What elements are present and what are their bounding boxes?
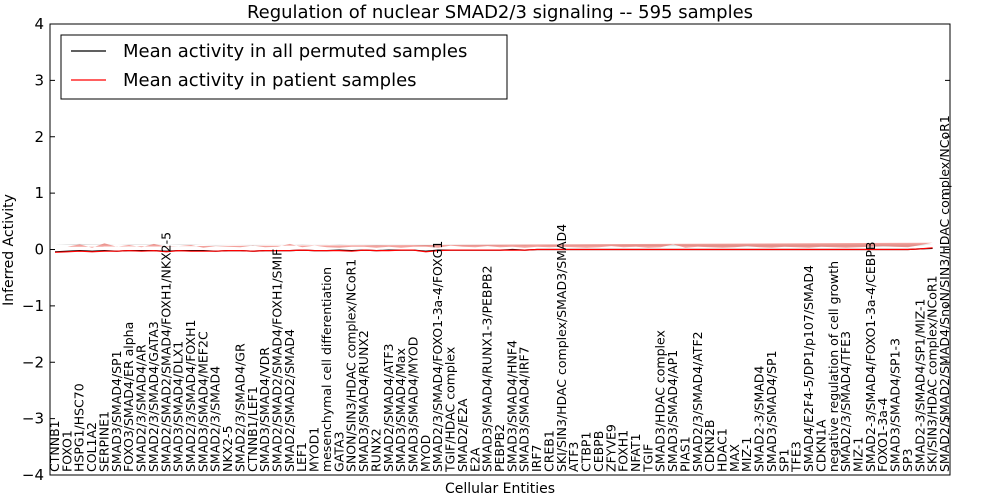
x-tick-label: MYOD1: [307, 427, 322, 472]
x-tick-label: SP1: [776, 449, 791, 472]
x-tick-label: SKI/SIN3/HDAC complex/NCoR1: [925, 275, 940, 472]
x-tick-label: SMAD3/SMAD4/RUNX1-3/PEBPB2: [480, 265, 495, 472]
series-line-patient: [54, 247, 933, 253]
x-tick-label: SMAD2/3/SMAD4/TFE3: [838, 331, 853, 472]
x-tick-label: mesenchymal cell differentiation: [319, 267, 334, 472]
x-tick-label: RUNX2: [368, 428, 383, 472]
band-patient: [55, 242, 933, 248]
x-tick-label: SMAD2/SMAD2/SMAD4/SnoN/SIN3/HDAC complex…: [937, 115, 952, 472]
y-axis-label: Inferred Activity: [1, 194, 17, 306]
x-tick-label: ATF3: [566, 442, 581, 472]
x-tick-label: FOXO1: [59, 430, 74, 472]
legend-box: [60, 34, 508, 100]
x-tick-label: LEF1: [294, 442, 309, 472]
x-tick-label: negative regulation of cell growth: [826, 261, 841, 472]
x-tick-label: SMAD2/SMAD2/SMAD4/FOXH1/SMIF: [270, 249, 285, 472]
legend-label-patient: Mean activity in patient samples: [123, 70, 417, 91]
x-tick-label: CDKN1A: [813, 419, 828, 472]
x-tick-label: CTNNB1: [47, 420, 62, 472]
x-tick-label: SP3: [900, 449, 915, 472]
x-tick-label: SMAD3/SMAD4/SP1-3: [888, 338, 903, 472]
y-axis: −4 −3 −2 −1 0 1 2 3 4: [22, 15, 950, 484]
x-tick-label: CREB1: [541, 430, 556, 472]
legend-label-permuted: Mean activity in all permuted samples: [123, 41, 467, 62]
x-axis-categories: CTNNB1FOXO1HSPG1/HSC70COL1A2SERPINE1SMAD…: [47, 115, 952, 473]
x-tick-label: HDAC1: [715, 428, 730, 472]
x-tick-label: TGIF/HDAC complex: [443, 347, 458, 473]
x-tick-label: CTBP1: [579, 432, 594, 472]
x-tick-label: PIAS1: [677, 436, 692, 472]
x-tick-label: E2A: [467, 447, 482, 472]
x-tick-label: MIZ-1: [739, 437, 754, 472]
y-tick-label: 0: [34, 241, 44, 259]
x-tick-label: SERPINE1: [96, 411, 111, 472]
legend: Mean activity in all permuted samples Me…: [60, 34, 508, 100]
x-tick-label: FOXO1-3a-4: [875, 398, 890, 472]
x-tick-label: TGIF: [640, 444, 655, 473]
x-tick-label: IRF7: [529, 444, 544, 472]
x-tick-label: SMAD2/3/SMAD4/ATF2: [690, 331, 705, 472]
y-tick-label: −1: [22, 297, 44, 315]
x-tick-label: SMAD2/3/SMAD4/FOXO1-3a-4/FOXG1: [430, 241, 445, 472]
x-tick-label: SMAD4/E2F4-5/DP1/p107/SMAD4: [801, 265, 816, 472]
x-tick-label: SMAD2/3/SMAD4/GR: [232, 343, 247, 472]
x-tick-label: SMAD3/SMAD4/MEF2C: [195, 331, 210, 472]
x-tick-label: SMAD3/SMAD4/DLX1: [171, 341, 186, 472]
x-tick-label: SKI/SIN3/HDAC complex/SMAD3/SMAD4: [554, 224, 569, 472]
x-tick-label: PEBPB2: [492, 424, 507, 472]
chart-title: Regulation of nuclear SMAD2/3 signaling …: [247, 2, 753, 23]
x-tick-label: SMAD2/3/SMAD4: [208, 366, 223, 472]
plot-frame: [49, 23, 951, 476]
x-tick-label: SMAD3/SMAD4/AP1: [665, 350, 680, 472]
x-tick-label: SMAD3/SMAD4/IRF7: [517, 346, 532, 472]
x-axis-label: Cellular Entities: [445, 481, 555, 497]
x-tick-label: SMAD2/SMAD2/SMAD4/FOXH1/NKX2-5: [158, 232, 173, 472]
x-tick-label: MYOD: [418, 435, 433, 472]
x-tick-label: COL1A2: [84, 422, 99, 472]
x-tick-label: SMAD2/3/SMAD4/FOXH1: [183, 320, 198, 472]
x-tick-label: SNON/SIN3/HDAC complex/NCoR1: [344, 259, 359, 472]
x-tick-label: CDKN2B: [702, 420, 717, 472]
x-tick-label: SMAD3/SMAD4/VDR: [257, 347, 272, 472]
x-tick-label: SMAD3/SMAD4/SP1: [764, 350, 779, 472]
x-tick-label: MAX: [727, 444, 742, 472]
variance-bands: [55, 242, 933, 248]
x-tick-label: SMAD2-3/SMAD4/SP1/MIZ-1: [912, 298, 927, 472]
x-tick-label: HSPG1/HSC70: [72, 383, 87, 472]
x-tick-label: SMAD2-3/SMAD4: [752, 366, 767, 472]
x-tick-label: SMAD3/SMAD4/RUNX2: [356, 330, 371, 472]
x-tick-label: ZFYVE9: [603, 424, 618, 472]
y-tick-label: 1: [34, 184, 44, 202]
x-tick-label: SMAD3/SMAD4/SP1: [109, 350, 124, 472]
series-lines: [54, 247, 933, 253]
x-tick-label: SMAD2/E2A: [455, 398, 470, 472]
x-tick-label: FOXO3/SMAD4/ER alpha: [121, 322, 136, 472]
x-tick-label: SMAD3/SMAD4/MYOD: [405, 337, 420, 472]
x-tick-label: SMAD2/SMAD2/SMAD4: [282, 329, 297, 472]
y-tick-label: 2: [34, 128, 44, 146]
x-tick-label: NKX2-5: [220, 425, 235, 472]
y-tick-label: 4: [34, 15, 44, 33]
x-tick-label: SMAD2/SMAD4/ATF3: [381, 344, 396, 472]
x-tick-label: SMAD3/SMAD4/HNF4: [504, 340, 519, 472]
x-tick-label: TFE3: [789, 441, 804, 473]
y-tick-label: −3: [22, 410, 44, 428]
x-tick-label: MIZ-1: [850, 437, 865, 472]
x-tick-label: SMAD3/HDAC complex: [653, 330, 668, 472]
x-tick-label: GATA3: [331, 432, 346, 472]
x-tick-label: NFAT1: [628, 433, 643, 472]
x-tick-label: SMAD2-3/SMAD4/FOXO1-3a-4/CEBPB: [863, 242, 878, 472]
x-tick-label: FOXH1: [616, 430, 631, 472]
x-tick-label: CTNNB1/LEF1: [245, 386, 260, 472]
y-tick-label: −2: [22, 353, 44, 371]
x-tick-label: SMAD3/SMAD4/Max: [393, 348, 408, 472]
x-tick-label: CEBPB: [591, 431, 606, 472]
x-tick-label: SMAD2/3/SMAD4/AR: [134, 344, 149, 472]
y-tick-label: 3: [34, 71, 44, 89]
y-tick-label: −4: [22, 466, 44, 484]
x-tick-label: SMAD2/3/SMAD4/GATA3: [146, 321, 161, 472]
